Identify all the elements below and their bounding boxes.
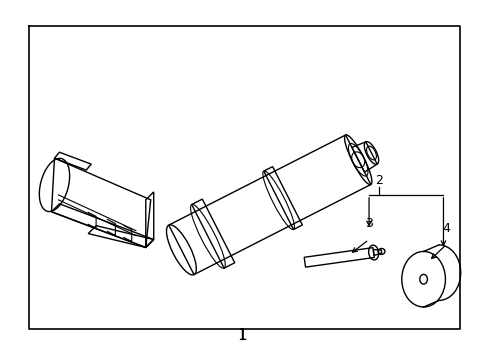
Text: 3: 3 — [365, 217, 373, 230]
Text: 4: 4 — [442, 221, 450, 235]
Text: 1: 1 — [237, 328, 247, 343]
Text: 2: 2 — [375, 174, 383, 187]
